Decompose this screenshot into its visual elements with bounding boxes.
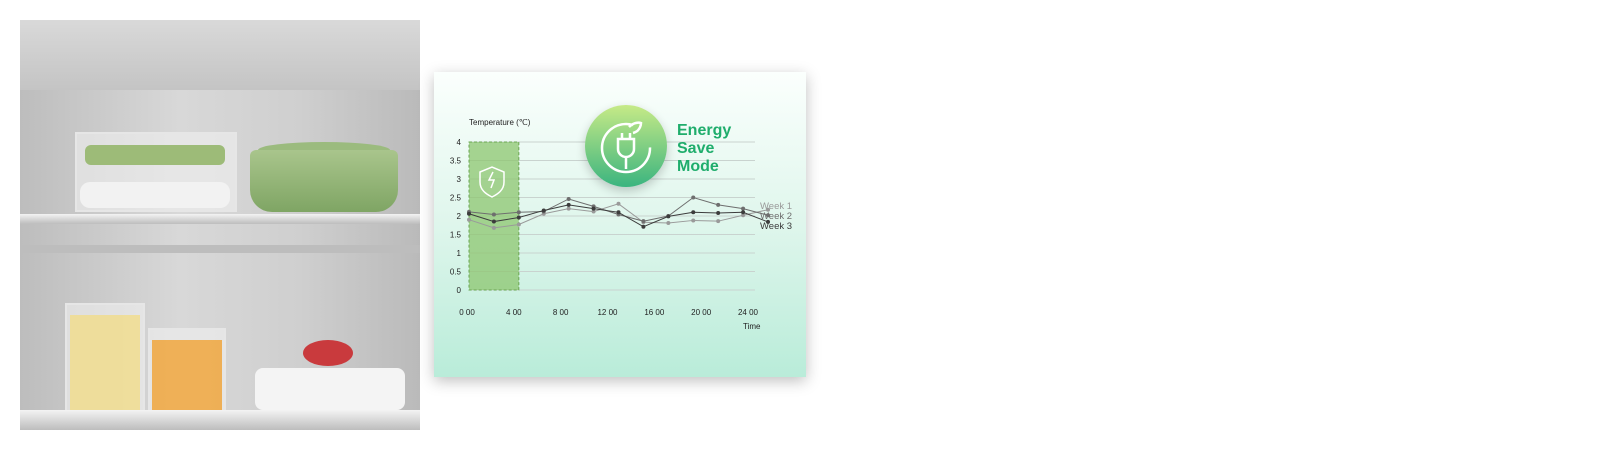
data-point [491,219,496,224]
data-point [566,196,571,201]
data-point [491,212,496,217]
data-point [766,219,770,224]
data-point [516,222,521,227]
data-point [616,201,621,206]
y-tick-label: 2 [457,212,462,221]
x-tick-label: 8 00 [553,308,569,317]
legend-label: Week 2 [760,211,792,222]
data-point [666,221,671,226]
y-tick-label: 0.5 [450,268,462,277]
x-tick-label: 20 00 [691,308,712,317]
x-tick-label: 12 00 [597,308,618,317]
data-point [691,210,696,215]
data-point [641,219,646,224]
data-point [716,211,721,216]
x-tick-label: 4 00 [506,308,522,317]
legend-label: Week 1 [760,201,792,212]
data-point [716,219,721,224]
x-tick-label: 24 00 [738,308,759,317]
data-point [516,210,521,215]
data-point [741,206,746,211]
data-point [467,217,471,222]
y-tick-label: 2.5 [450,194,462,203]
data-point [766,213,770,218]
data-point [467,211,471,216]
data-point [691,195,696,200]
y-tick-label: 0 [457,286,462,295]
x-axis-label: Time [743,322,761,331]
refrigerator-photo [20,20,420,430]
data-point [516,215,521,220]
data-point [666,214,671,219]
y-tick-label: 1 [457,249,462,258]
data-point [541,208,546,213]
data-point [566,206,571,211]
y-tick-label: 3 [457,175,462,184]
y-axis-label: Temperature (℃) [469,118,531,127]
shield-plug-bolt-icon [479,166,505,198]
x-tick-label: 0 00 [459,308,475,317]
data-point [766,207,770,212]
legend-label: Week 3 [760,221,792,232]
data-point [591,209,596,214]
y-tick-label: 3.5 [450,157,462,166]
data-point [566,202,571,207]
plug-leaf-icon [585,105,667,187]
data-point [716,202,721,207]
badge-line: Energy [677,122,732,139]
data-point [641,224,646,229]
y-tick-label: 4 [457,138,462,147]
data-point [741,210,746,215]
data-point [491,225,496,230]
data-point [691,218,696,223]
data-point [591,206,596,211]
energy-save-mode-label: Energy Save Mode [677,122,731,176]
data-point [741,213,746,218]
x-tick-label: 16 00 [644,308,665,317]
badge-line: Mode [677,158,719,175]
data-point [616,210,621,215]
badge-line: Save [677,140,715,157]
y-tick-label: 1.5 [450,231,462,240]
